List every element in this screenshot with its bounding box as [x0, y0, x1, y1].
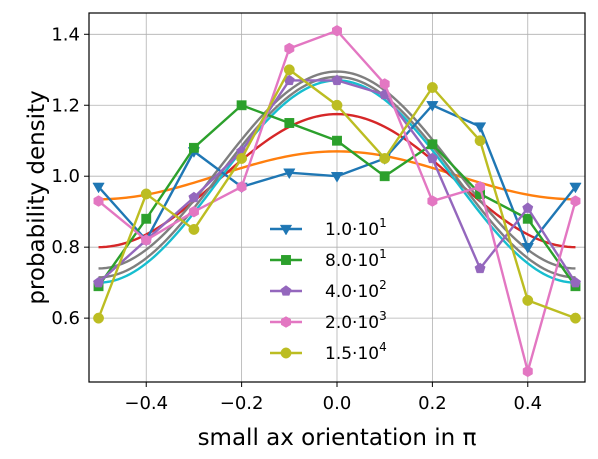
legend-item: 2.0·103	[270, 309, 387, 333]
data-point	[426, 101, 439, 112]
y-tick-label: 1.4	[51, 24, 80, 45]
legend-label: 4.0·102	[325, 278, 387, 302]
y-tick-label: 0.6	[51, 308, 80, 329]
data-point	[281, 316, 291, 328]
x-tick-label: 0.2	[418, 393, 447, 414]
data-point	[141, 234, 152, 246]
data-point	[475, 181, 486, 193]
legend: 1.0·101 8.0·101 4.0·102 2.0·103 1.5·104	[270, 216, 387, 364]
data-point	[570, 312, 581, 324]
data-point	[522, 294, 534, 306]
data-point	[522, 213, 533, 224]
legend-item: 1.0·101	[270, 216, 387, 240]
legend-label: 8.0·101	[325, 247, 387, 271]
data-point	[283, 64, 295, 76]
fit-curve	[98, 70, 576, 270]
data-series	[92, 24, 582, 378]
data-point	[522, 365, 533, 378]
data-point	[188, 142, 199, 153]
data-point	[426, 152, 438, 164]
data-point	[236, 100, 247, 111]
data-point	[331, 99, 343, 111]
data-point	[521, 243, 534, 254]
series	[93, 24, 581, 378]
data-point	[569, 182, 582, 194]
data-point	[474, 262, 486, 274]
x-tick-label: −0.2	[220, 393, 264, 414]
data-point	[93, 276, 105, 288]
data-point	[332, 135, 342, 146]
y-tick-label: 0.8	[51, 237, 80, 258]
data-point	[93, 195, 104, 207]
data-point	[93, 312, 104, 324]
data-point	[284, 118, 295, 128]
data-point	[569, 276, 581, 288]
data-point	[331, 74, 343, 86]
legend-label: 1.5·104	[325, 340, 387, 364]
data-point	[474, 135, 486, 147]
legend-item: 8.0·101	[270, 247, 387, 271]
data-point	[236, 153, 248, 164]
data-point	[141, 213, 152, 224]
series	[93, 64, 581, 324]
data-point	[379, 153, 391, 164]
data-point	[522, 202, 534, 213]
legend-item: 1.5·104	[270, 340, 387, 364]
data-point	[188, 191, 200, 203]
data-point	[279, 224, 293, 236]
y-tick-label: 1.0	[51, 166, 80, 187]
x-tick-label: −0.4	[124, 393, 168, 414]
data-point	[280, 285, 292, 296]
data-point	[332, 24, 342, 37]
data-point	[427, 195, 438, 207]
data-point	[330, 172, 344, 183]
legend-label: 1.0·101	[325, 216, 387, 240]
data-point	[281, 255, 291, 265]
legend-item: 4.0·102	[270, 278, 387, 302]
data-point	[570, 195, 581, 207]
data-point	[284, 42, 295, 55]
data-point	[92, 182, 105, 194]
y-tick-label: 1.2	[51, 95, 80, 116]
data-point	[188, 223, 200, 235]
data-point	[473, 122, 487, 134]
fit-curve	[98, 112, 576, 249]
fit-curve	[98, 150, 576, 201]
y-axis-label: probability density	[24, 90, 50, 304]
data-point	[140, 188, 152, 200]
data-point	[280, 347, 292, 359]
axis-ticks: −0.4 −0.2 0.0 0.2 0.4 0.6 0.8 1.0 1.2 1.4	[51, 24, 542, 414]
data-point	[427, 139, 438, 150]
legend-label: 2.0·103	[325, 309, 387, 333]
data-point	[379, 78, 390, 90]
data-point	[283, 168, 296, 180]
data-point	[379, 171, 390, 182]
x-tick-label: 0.0	[323, 393, 352, 414]
data-point	[236, 181, 247, 193]
data-point	[426, 82, 438, 93]
x-tick-label: 0.4	[513, 393, 542, 414]
x-axis-label: small ax orientation in π	[198, 425, 477, 451]
data-point	[188, 205, 199, 218]
